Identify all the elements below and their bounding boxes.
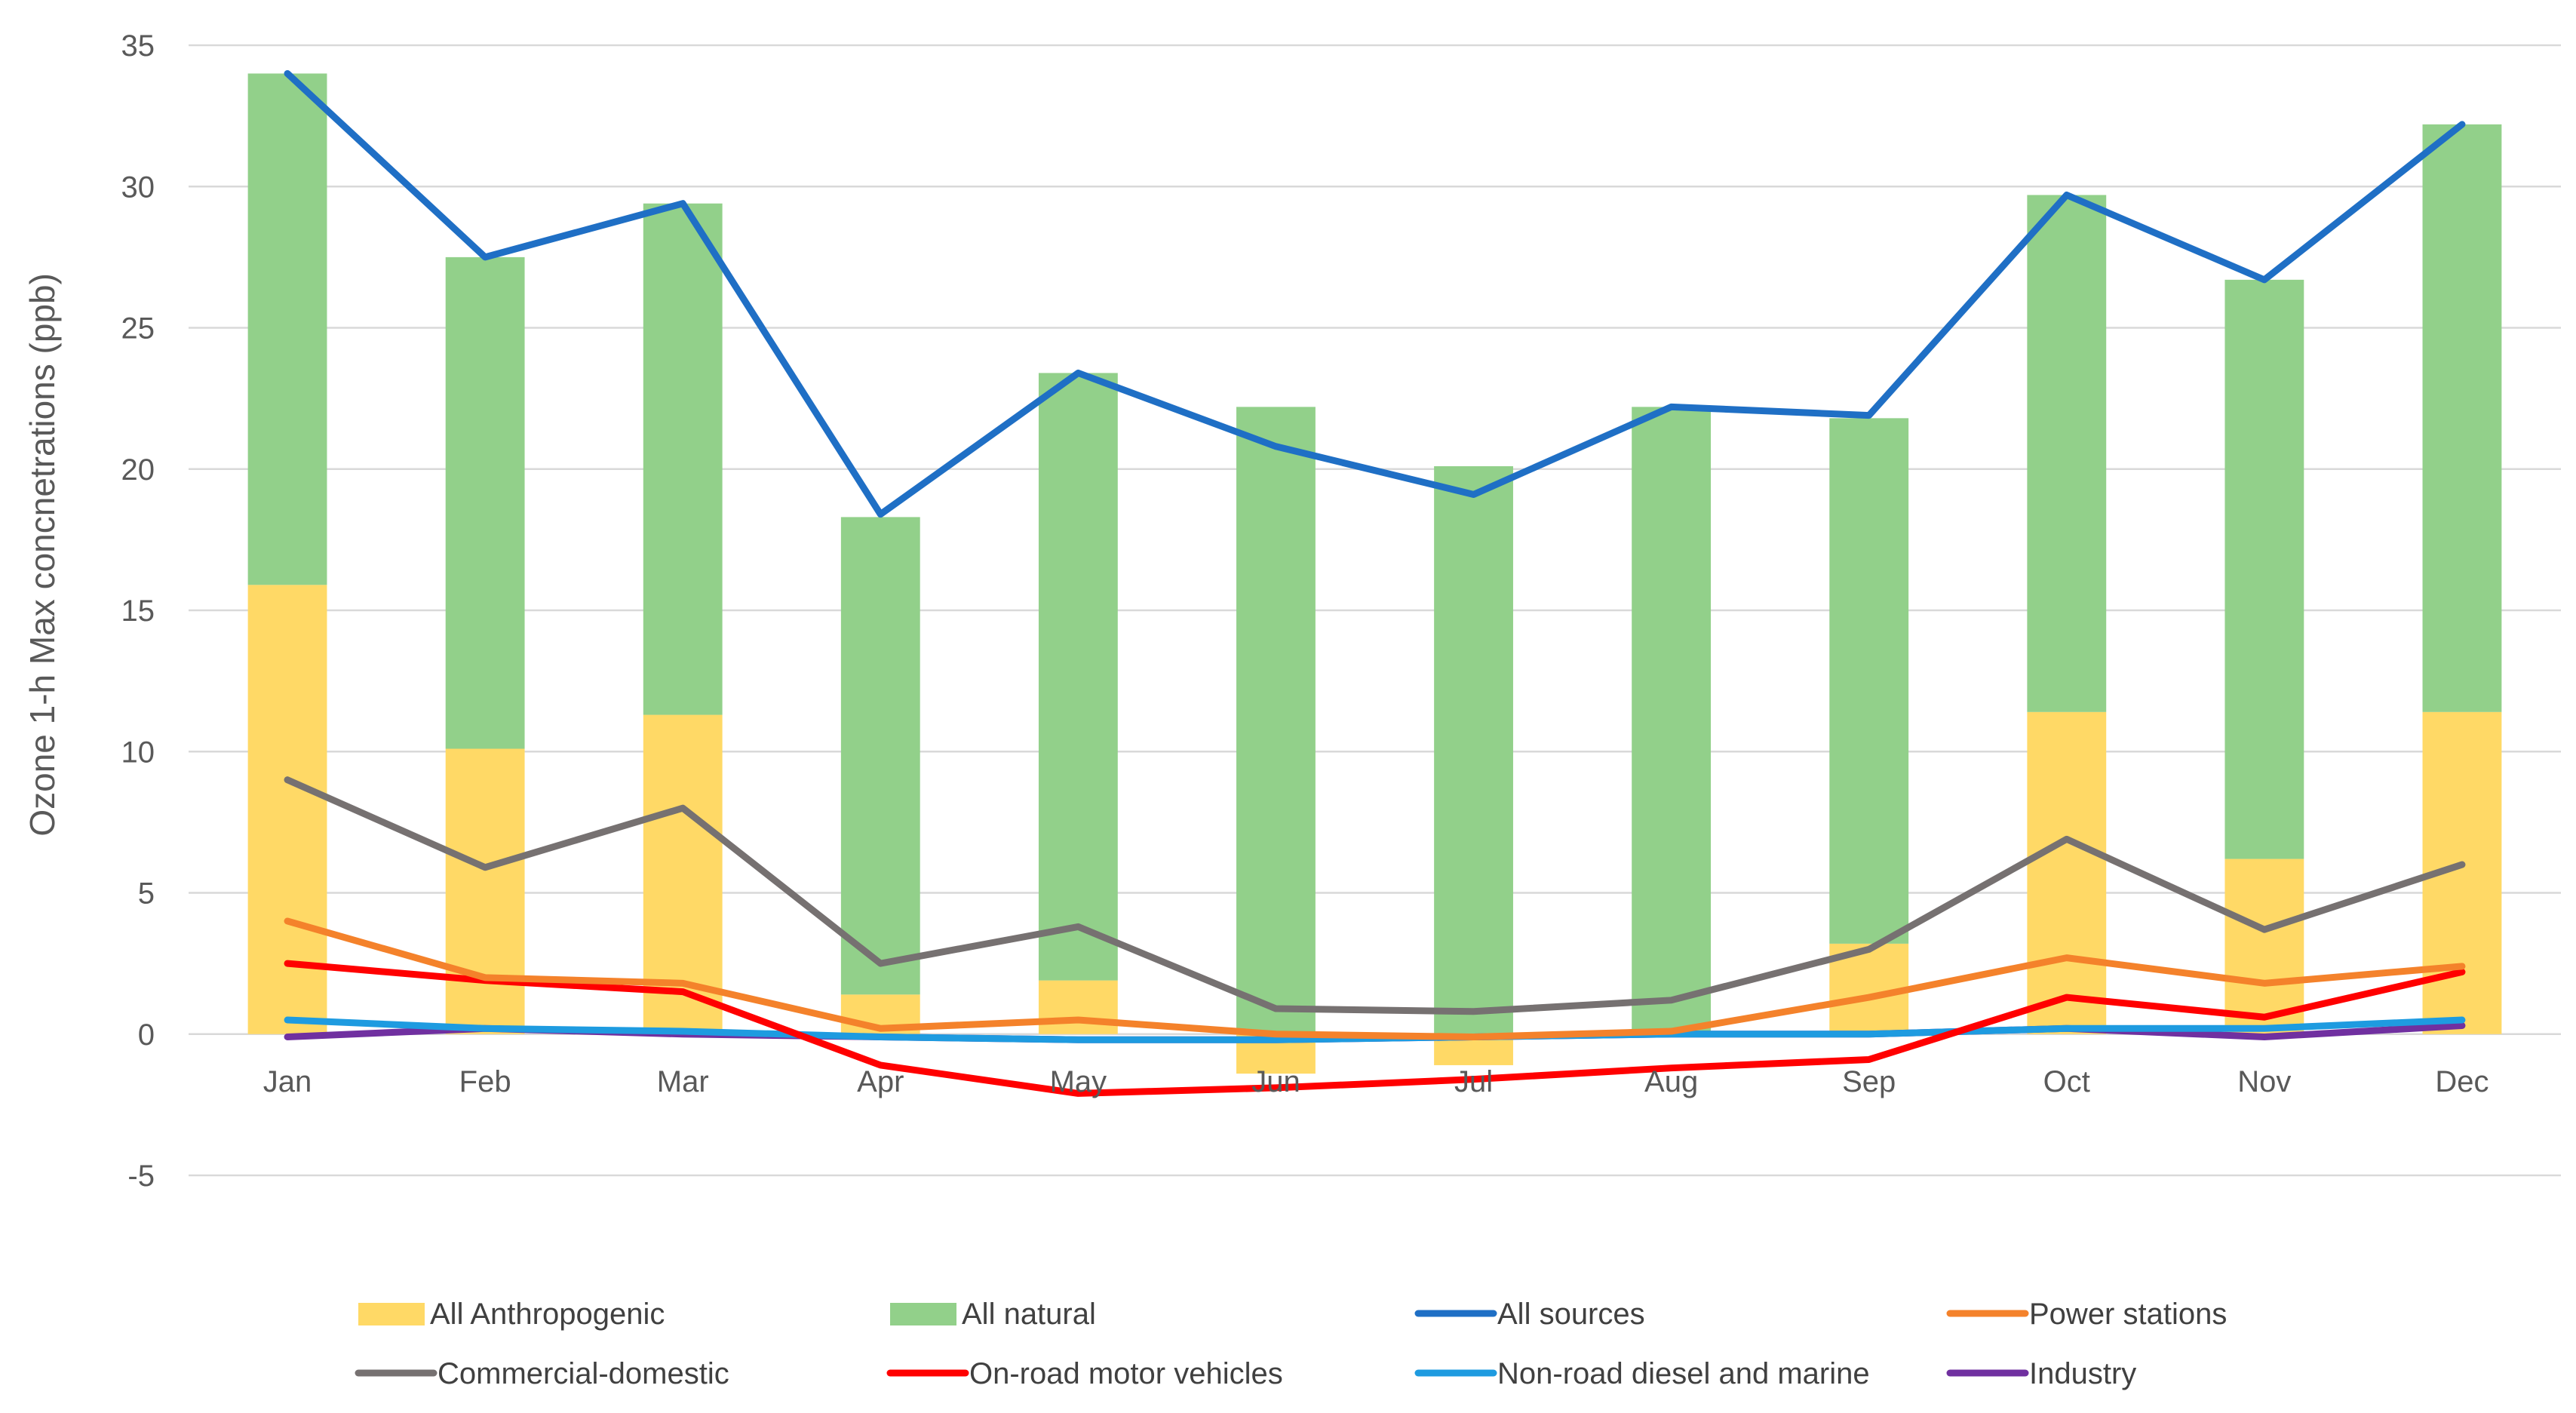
legend-swatch	[890, 1303, 956, 1325]
legend-item-power-stations: Power stations	[1946, 1298, 2227, 1331]
line-all-sources	[284, 69, 2466, 518]
legend: All Anthropogenic All natural All sources P…	[355, 1298, 2227, 1390]
bar-all-natural-jul	[1434, 466, 1513, 1034]
bar-all-anthropogenic-nov	[2224, 859, 2304, 1034]
x-tick-label: Dec	[2435, 1065, 2488, 1098]
bar-all-natural-oct	[2027, 195, 2107, 712]
legend-label: Power stations	[2029, 1298, 2227, 1331]
bar-all-natural-jun	[1236, 407, 1316, 1034]
x-tick-label: Aug	[1644, 1065, 1698, 1098]
y-tick-label: -5	[127, 1160, 155, 1193]
y-tick-label: 5	[138, 877, 155, 911]
y-tick-label: 30	[121, 170, 155, 204]
x-tick-label: May	[1050, 1065, 1107, 1098]
y-axis-title: Ozone 1-h Max concnetrations (ppb)	[23, 273, 62, 837]
legend-item-all-anthropogenic: All Anthropogenic	[358, 1298, 665, 1331]
bar-all-natural-feb	[445, 256, 525, 749]
legend-item-non-road-diesel-and-marine: Non-road diesel and marine	[1414, 1357, 1870, 1390]
bar-all-natural-mar	[643, 203, 723, 715]
legend-swatch	[358, 1303, 425, 1325]
bar-all-anthropogenic-feb	[445, 748, 525, 1034]
legend-item-all-natural: All natural	[890, 1298, 1096, 1331]
x-tick-label: Nov	[2237, 1065, 2291, 1098]
legend-label: Industry	[2029, 1357, 2136, 1390]
y-axis-labels: -5 0 5 10 15 20 25 30 35	[121, 29, 155, 1193]
legend-label: Non-road diesel and marine	[1497, 1357, 1870, 1390]
x-tick-label: Jul	[1454, 1065, 1493, 1098]
bar-all-anthropogenic-jan	[247, 585, 327, 1034]
bar-all-anthropogenic-may	[1038, 980, 1118, 1034]
line-power-stations	[284, 917, 2466, 1040]
bar-all-natural-dec	[2422, 124, 2502, 712]
bar-all-natural-jan	[247, 73, 327, 585]
legend-item-commercial-domestic: Commercial-domestic	[355, 1357, 729, 1390]
legend-label: All sources	[1497, 1298, 1645, 1331]
bar-all-anthropogenic-oct	[2027, 711, 2107, 1034]
bar-all-natural-may	[1038, 373, 1118, 981]
legend-label: All Anthropogenic	[430, 1298, 665, 1331]
x-tick-label: Apr	[857, 1065, 904, 1098]
y-tick-label: 10	[121, 736, 155, 769]
x-tick-label: Jan	[263, 1065, 312, 1098]
legend-item-on-road-motor-vehicles: On-road motor vehicles	[886, 1357, 1283, 1390]
y-tick-label: 20	[121, 453, 155, 487]
y-tick-label: 35	[121, 29, 155, 63]
legend-item-all-sources: All sources	[1414, 1298, 1645, 1331]
legend-label: On-road motor vehicles	[969, 1357, 1283, 1390]
bars-layer	[247, 73, 2502, 1074]
y-tick-label: 15	[121, 594, 155, 628]
x-tick-label: Oct	[2043, 1065, 2090, 1098]
x-tick-label: Mar	[657, 1065, 709, 1098]
line-on-road-motor-vehicles	[284, 960, 2466, 1097]
bar-all-natural-apr	[840, 517, 920, 995]
x-tick-label: Jun	[1251, 1065, 1300, 1098]
x-tick-label: Feb	[459, 1065, 511, 1098]
legend-label: All natural	[962, 1298, 1096, 1331]
legend-label: Commercial-domestic	[438, 1357, 729, 1390]
y-tick-label: 0	[138, 1018, 155, 1052]
line-commercial-domestic	[284, 776, 2466, 1015]
legend-item-industry: Industry	[1946, 1357, 2136, 1390]
lines-layer	[284, 69, 2466, 1097]
bar-all-natural-sep	[1829, 418, 1909, 944]
grid-layer	[189, 44, 2561, 1177]
y-tick-label: 25	[121, 312, 155, 346]
bar-all-natural-aug	[1632, 407, 1712, 1032]
x-tick-label: Sep	[1842, 1065, 1896, 1098]
bar-all-natural-nov	[2224, 279, 2304, 859]
x-axis-labels: Jan Feb Mar Apr May Jun Jul Aug Sep Oct Nov Dec	[263, 1065, 2489, 1098]
